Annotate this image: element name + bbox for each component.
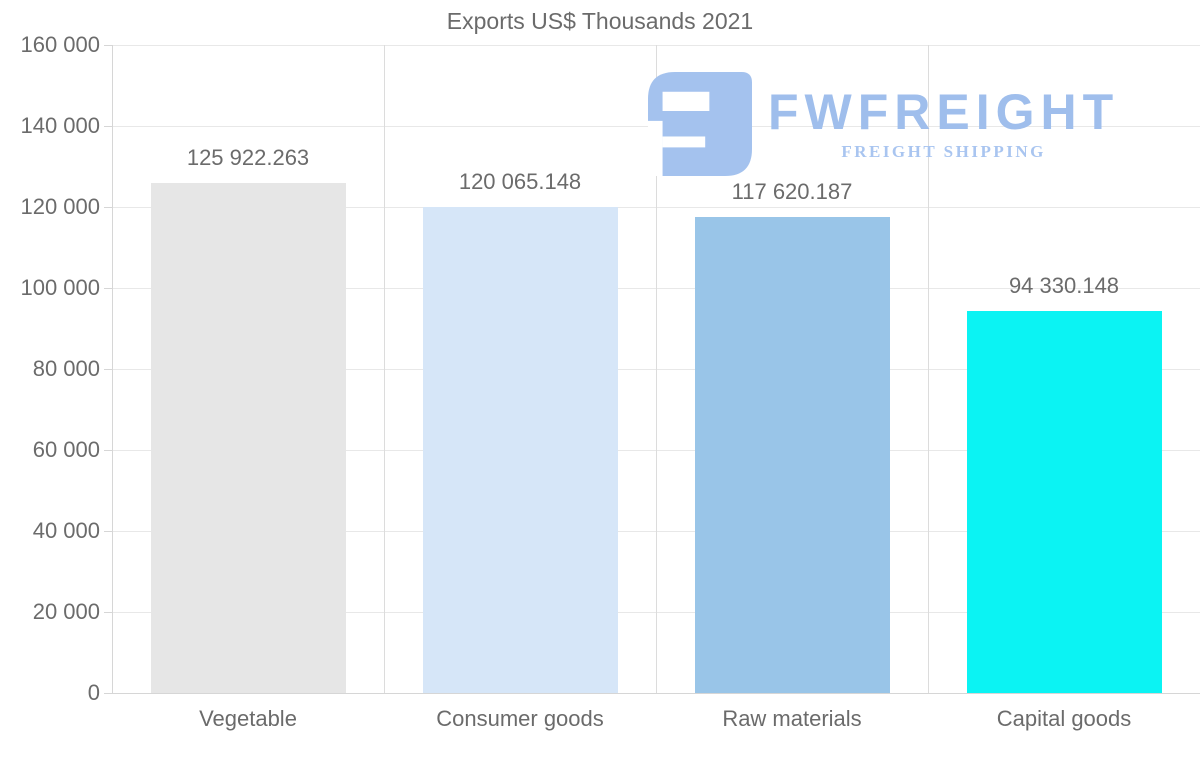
watermark-text: FWFREIGHT FREIGHT SHIPPING — [768, 86, 1119, 162]
y-axis-tick — [104, 611, 112, 613]
y-tick-label: 160 000 — [20, 32, 100, 57]
y-axis-tick — [104, 206, 112, 208]
y-tick-label: 60 000 — [32, 437, 100, 462]
bar-consumer-goods — [422, 206, 618, 693]
y-axis-tick — [104, 368, 112, 370]
bar-vegetable — [150, 183, 346, 693]
y-axis-tick — [104, 44, 112, 46]
x-axis-baseline — [112, 692, 1200, 694]
bar-value-label-consumer-goods: 120 065.148 — [458, 168, 582, 194]
bar-capital-goods — [966, 310, 1162, 693]
category-separator-gridline — [383, 45, 385, 693]
y-axis-tick — [104, 692, 112, 694]
x-category-label-raw-materials: Raw materials — [722, 706, 862, 731]
fwfreight-watermark: FWFREIGHT FREIGHT SHIPPING — [648, 72, 1119, 176]
y-axis-line — [112, 45, 113, 693]
category-separator-gridline — [655, 45, 657, 693]
y-tick-label: 0 — [87, 680, 100, 705]
bar-value-label-vegetable: 125 922.263 — [186, 145, 310, 170]
y-axis-tick — [104, 530, 112, 532]
x-category-label-vegetable: Vegetable — [199, 706, 297, 731]
x-axis-labels: Vegetable Consumer goods Raw materials Capi… — [112, 703, 1200, 737]
chart-title: Exports US$ Thousands 2021 — [446, 8, 754, 34]
y-tick-label: 20 000 — [32, 599, 100, 624]
bar-value-label-raw-materials: 117 620.187 — [731, 178, 853, 204]
y-tick-label: 80 000 — [32, 356, 100, 381]
y-tick-label: 140 000 — [20, 113, 100, 138]
y-tick-label: 40 000 — [32, 518, 100, 543]
y-tick-label: 120 000 — [20, 194, 100, 219]
y-axis-tick — [104, 287, 112, 289]
watermark-brand-text: FWFREIGHT — [768, 84, 1120, 140]
y-axis-tick — [104, 449, 112, 451]
bar-value-label-capital-goods: 94 330.148 — [1008, 272, 1120, 298]
y-axis-labels: 0 20 000 40 000 60 000 80 000 100 000 120 000 1… — [0, 32, 100, 705]
x-category-label-consumer-goods: Consumer goods — [436, 706, 604, 731]
fwfreight-logo-icon — [648, 72, 752, 176]
y-axis-tick — [104, 125, 112, 127]
y-tick-label: 100 000 — [20, 275, 100, 300]
watermark-tagline-text: FREIGHT SHIPPING — [841, 142, 1046, 161]
x-category-label-capital-goods: Capital goods — [996, 706, 1132, 731]
bar-raw-materials — [694, 216, 890, 693]
plot-area: 125 922.263 120 065.148 117 620.187 94 330.… — [104, 44, 1200, 694]
category-separator-gridline — [927, 45, 929, 693]
